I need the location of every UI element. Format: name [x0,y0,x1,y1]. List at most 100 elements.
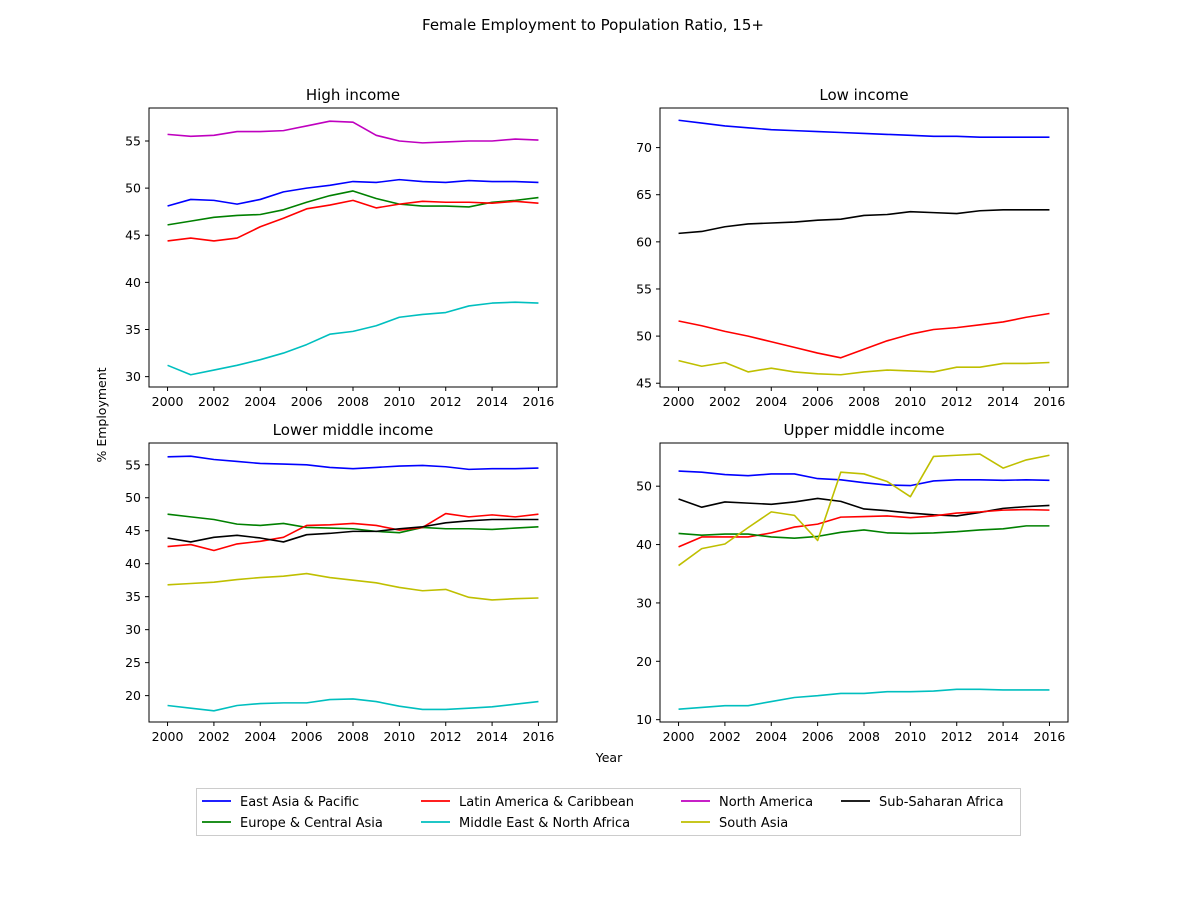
legend-box [196,788,1021,836]
x-tick-label: 2010 [894,394,926,409]
subplot-title: Upper middle income [783,421,944,439]
x-tick-label: 2004 [244,729,276,744]
x-tick-label: 2002 [198,729,230,744]
series-line-south-asia [167,572,539,601]
x-tick-label: 2010 [383,394,415,409]
x-tick-label: 2016 [523,394,555,409]
x-tick-label: 2000 [152,729,184,744]
legend-label: Sub-Saharan Africa [879,795,1004,810]
x-tick-label: 2012 [941,394,973,409]
x-tick-label: 2014 [476,394,508,409]
y-tick-label: 35 [125,322,141,337]
y-tick-label: 50 [125,181,141,196]
subplot-title: High income [306,86,400,104]
x-tick-label: 2002 [709,394,741,409]
x-tick-label: 2000 [663,729,695,744]
y-tick-label: 30 [125,369,141,384]
x-tick-label: 2008 [848,394,880,409]
subplot-title: Lower middle income [273,421,434,439]
y-tick-label: 40 [125,556,141,571]
x-tick-label: 2008 [337,394,369,409]
y-tick-label: 40 [636,537,652,552]
legend-entry-north-america: North America [681,795,813,810]
series-line-latin-america-and-caribbean [678,312,1050,359]
x-tick-label: 2012 [430,729,462,744]
subplot-lower-middle-income: Lower middle income 2000 2002 2004 2006 2008 2… [125,421,558,744]
subplot-upper-middle-income: Upper middle income 2000 2002 2004 2006 2008 2… [636,421,1069,744]
series-line-sub-saharan-africa [167,518,539,543]
x-axis-label: Year [595,750,623,765]
figure-title: Female Employment to Population Ratio, 1… [422,16,764,34]
legend-label: East Asia & Pacific [240,795,359,810]
legend: East Asia & Pacific Europe & Central Asia… [196,788,1021,836]
y-tick-label: 10 [636,712,652,727]
y-tick-label: 55 [636,281,652,296]
x-tick-label: 2012 [430,394,462,409]
series-line-east-asia-and-pacific [678,470,1050,487]
y-tick-label: 30 [125,622,141,637]
x-tick-label: 2016 [523,729,555,744]
series-line-south-asia [678,359,1050,376]
series-line-middle-east-and-north-africa [167,301,539,376]
x-tick-label: 2008 [337,729,369,744]
x-tick-label: 2004 [244,394,276,409]
y-tick-label: 50 [125,490,141,505]
y-tick-label: 30 [636,595,652,610]
series-line-latin-america-and-caribbean [167,512,539,552]
x-tick-label: 2016 [1034,394,1066,409]
series-line-east-asia-and-pacific [167,178,539,207]
x-tick-label: 2016 [1034,729,1066,744]
y-tick-label: 45 [125,228,141,243]
subplot-high-income: High income 2000 2002 2004 2006 2008 2010 2012 2… [125,86,558,409]
series-line-latin-america-and-caribbean [167,199,539,242]
y-tick-label: 20 [636,654,652,669]
y-tick-label: 50 [636,479,652,494]
x-tick-label: 2008 [848,729,880,744]
x-tick-label: 2002 [198,394,230,409]
legend-entry-east-asia-and-pacific: East Asia & Pacific [202,795,359,810]
series-line-europe-and-central-asia [167,513,539,534]
y-tick-label: 55 [125,457,141,472]
legend-entry-middle-east-and-north-africa: Middle East & North Africa [421,816,630,831]
x-tick-label: 2006 [802,729,834,744]
series-line-europe-and-central-asia [167,190,539,226]
series-line-middle-east-and-north-africa [167,698,539,712]
x-tick-label: 2006 [802,394,834,409]
x-tick-label: 2004 [755,729,787,744]
legend-entry-latin-america-and-caribbean: Latin America & Caribbean [421,795,634,810]
series-line-sub-saharan-africa [678,209,1050,235]
y-axis-label: % Employment [94,367,109,462]
x-tick-label: 2014 [476,729,508,744]
y-tick-label: 50 [636,329,652,344]
series-line-south-asia [678,453,1050,567]
series-line-latin-america-and-caribbean [678,508,1050,548]
x-tick-label: 2004 [755,394,787,409]
x-tick-label: 2014 [987,394,1019,409]
series-line-east-asia-and-pacific [678,119,1050,139]
y-tick-label: 40 [125,275,141,290]
x-tick-label: 2000 [663,394,695,409]
y-tick-label: 55 [125,133,141,148]
series-line-east-asia-and-pacific [167,455,539,471]
y-tick-label: 70 [636,140,652,155]
series-line-north-america [167,120,539,144]
y-tick-label: 60 [636,234,652,249]
legend-entry-south-asia: South Asia [681,816,788,831]
x-tick-label: 2010 [894,729,926,744]
x-tick-label: 2006 [291,729,323,744]
subplot-low-income: Low income 2000 2002 2004 2006 2008 2010 2012 20… [636,86,1069,409]
y-tick-label: 25 [125,655,141,670]
y-tick-label: 65 [636,187,652,202]
y-tick-label: 45 [125,523,141,538]
legend-label: Middle East & North Africa [459,816,630,831]
y-tick-label: 20 [125,688,141,703]
legend-label: South Asia [719,816,788,831]
y-tick-label: 45 [636,376,652,391]
x-tick-label: 2000 [152,394,184,409]
legend-entry-sub-saharan-africa: Sub-Saharan Africa [841,795,1004,810]
series-line-middle-east-and-north-africa [678,688,1050,710]
subplot-title: Low income [819,86,908,104]
x-tick-label: 2002 [709,729,741,744]
